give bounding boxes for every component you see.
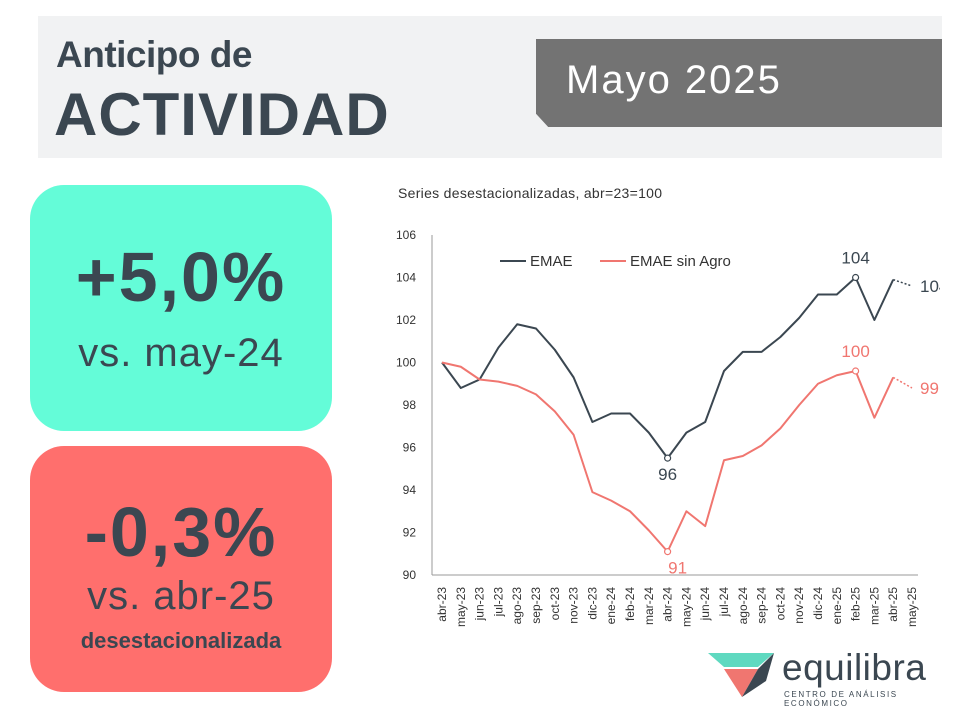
annotation-marker — [852, 367, 860, 375]
annotation-marker — [852, 273, 860, 282]
x-tick-label: ene-24 — [604, 587, 618, 625]
x-tick-label: ago-23 — [510, 587, 524, 625]
x-tick-label: abr-23 — [435, 587, 449, 622]
data-label: 96 — [658, 465, 677, 484]
page-title-small: Anticipo de — [56, 34, 252, 75]
y-tick-label: 92 — [403, 526, 417, 540]
month-banner — [536, 39, 942, 127]
y-tick-label: 106 — [396, 228, 416, 242]
y-tick-label: 98 — [403, 398, 417, 412]
mom-label: vs. abr-25 — [87, 574, 275, 618]
y-tick-label: 100 — [396, 356, 416, 370]
x-tick-label: dic-23 — [585, 587, 599, 620]
data-label: 104 — [841, 249, 869, 268]
x-tick-label: ago-24 — [736, 587, 750, 625]
y-tick-label: 102 — [396, 313, 416, 327]
x-tick-label: feb-24 — [623, 587, 637, 621]
x-tick-label: may-25 — [905, 587, 919, 627]
mom-card: -0,3% vs. abr-25 desestacionalizada — [30, 446, 332, 692]
logo-name: equilibra — [782, 647, 927, 688]
data-label: 104 — [920, 277, 940, 296]
series-projection-emae — [892, 278, 913, 287]
annotation-marker — [664, 454, 672, 462]
data-label: 91 — [668, 559, 687, 578]
x-tick-label: jun-24 — [698, 587, 712, 622]
mom-note: desestacionalizada — [80, 628, 282, 653]
yoy-label: vs. may-24 — [78, 331, 284, 375]
annotation-marker — [664, 548, 672, 556]
y-tick-label: 90 — [403, 568, 417, 582]
x-tick-label: jul-23 — [491, 587, 505, 618]
data-label: 99 — [920, 379, 939, 398]
series-line-emae — [441, 276, 895, 460]
x-tick-label: jun-23 — [473, 587, 487, 622]
equilibra-logo-icon — [708, 653, 774, 697]
x-tick-label: abr-24 — [661, 587, 675, 622]
yoy-card: +5,0% vs. may-24 — [30, 185, 332, 431]
x-tick-label: mar-24 — [642, 587, 656, 625]
x-tick-label: feb-25 — [849, 587, 863, 621]
data-label: 100 — [841, 342, 869, 361]
x-tick-label: dic-24 — [811, 587, 825, 620]
yoy-value: +5,0% — [75, 238, 287, 316]
logo-subtitle: CENTRO DE ANÁLISIS ECONÓMICO — [784, 690, 898, 708]
equilibra-logo: equilibra CENTRO DE ANÁLISIS ECONÓMICO — [706, 645, 942, 708]
x-tick-label: nov-23 — [567, 587, 581, 624]
x-tick-label: abr-25 — [886, 587, 900, 622]
x-tick-label: sep-23 — [529, 587, 543, 624]
x-tick-label: oct-24 — [773, 587, 787, 621]
x-tick-label: mar-25 — [867, 587, 881, 625]
x-tick-label: jul-24 — [717, 587, 731, 618]
x-tick-label: nov-24 — [792, 587, 806, 624]
x-tick-label: ene-25 — [830, 587, 844, 625]
legend-label-emae: EMAE — [530, 253, 573, 270]
x-tick-label: oct-23 — [548, 587, 562, 621]
chart-title: Series desestacionalizadas, abr=23=100 — [398, 185, 663, 201]
series-projection-emae-sin-agro — [892, 376, 913, 389]
mom-value: -0,3% — [84, 493, 278, 571]
x-tick-label: may-24 — [679, 587, 693, 627]
month-label: Mayo 2025 — [566, 58, 782, 102]
x-tick-label: may-23 — [454, 587, 468, 627]
x-tick-label: sep-24 — [755, 587, 769, 624]
legend-label-emae-sin-agro: EMAE sin Agro — [630, 253, 731, 270]
line-chart: 90 92 94 96 98 100 102 104 106 abr-23 may-23 jun-23… — [396, 228, 940, 627]
y-tick-label: 104 — [396, 271, 416, 285]
y-tick-label: 96 — [403, 441, 417, 455]
page-title: ACTIVIDAD — [54, 81, 390, 148]
y-tick-label: 94 — [403, 483, 417, 497]
